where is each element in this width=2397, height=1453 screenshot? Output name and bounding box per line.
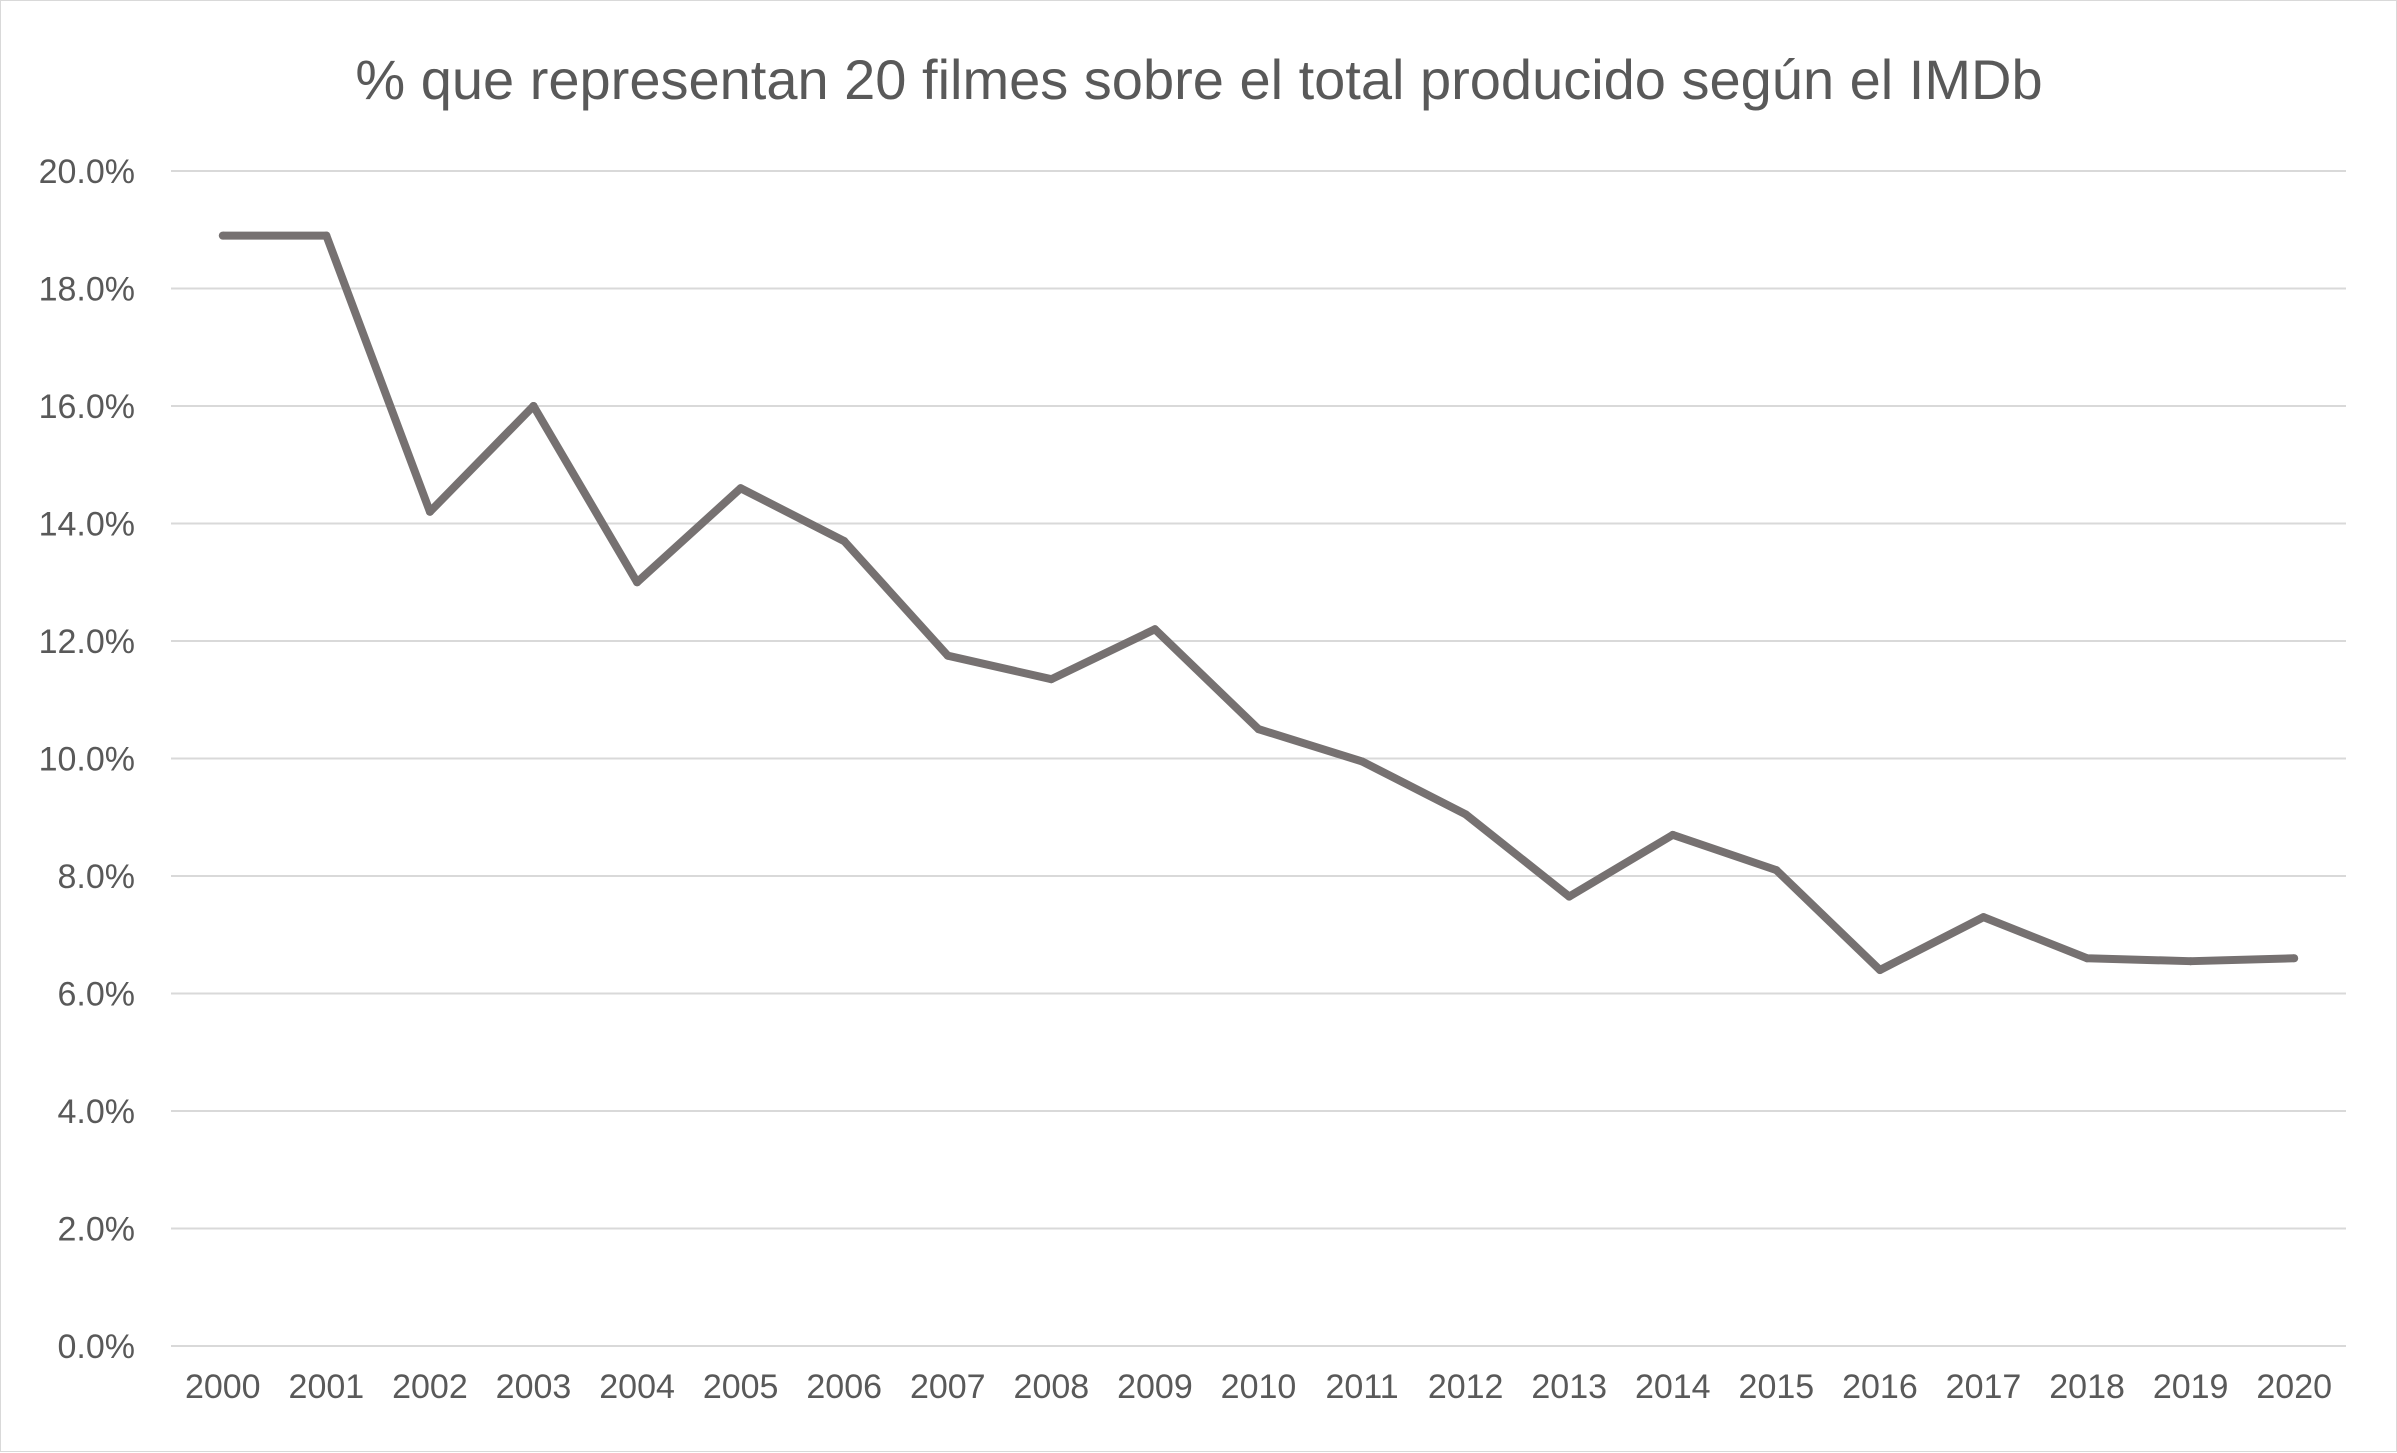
x-tick-label: 2006 bbox=[806, 1368, 882, 1406]
data-point bbox=[1979, 913, 1988, 922]
x-tick-label: 2012 bbox=[1428, 1368, 1504, 1406]
data-point bbox=[425, 507, 434, 516]
x-tick-label: 2000 bbox=[185, 1368, 261, 1406]
y-axis-tick-labels: 0.0% 2.0% 4.0% 6.0% 8.0% 10.0% 12.0% 14.0% 16.0%… bbox=[39, 153, 135, 1366]
x-tick-label: 2014 bbox=[1635, 1368, 1711, 1406]
y-tick-label: 14.0% bbox=[39, 506, 135, 544]
data-point bbox=[1772, 866, 1781, 875]
y-tick-label: 20.0% bbox=[39, 153, 135, 191]
x-axis-tick-labels: 2000 2001 2002 2003 2004 2005 2006 2007 2008 2009… bbox=[185, 1368, 2332, 1406]
data-point bbox=[2083, 954, 2092, 963]
x-tick-label: 2008 bbox=[1014, 1368, 1090, 1406]
series-line bbox=[222, 231, 2295, 974]
y-tick-label: 2.0% bbox=[58, 1211, 136, 1249]
x-tick-label: 2003 bbox=[496, 1368, 572, 1406]
x-tick-label: 2005 bbox=[703, 1368, 779, 1406]
data-point bbox=[1565, 892, 1574, 901]
x-tick-label: 2013 bbox=[1531, 1368, 1607, 1406]
gridlines bbox=[171, 170, 2346, 1347]
x-tick-label: 2002 bbox=[392, 1368, 468, 1406]
data-point bbox=[633, 578, 642, 587]
y-tick-label: 6.0% bbox=[58, 976, 136, 1014]
y-tick-label: 16.0% bbox=[39, 388, 135, 426]
x-tick-label: 2007 bbox=[910, 1368, 986, 1406]
data-point bbox=[1358, 757, 1367, 766]
data-point bbox=[1875, 966, 1884, 974]
x-tick-label: 2010 bbox=[1221, 1368, 1297, 1406]
data-point bbox=[1461, 810, 1470, 819]
y-tick-label: 8.0% bbox=[58, 858, 136, 896]
data-point bbox=[1668, 830, 1677, 839]
x-tick-label: 2020 bbox=[2256, 1368, 2332, 1406]
x-tick-label: 2019 bbox=[2153, 1368, 2229, 1406]
data-point bbox=[322, 231, 331, 240]
data-point bbox=[943, 651, 952, 660]
x-tick-label: 2004 bbox=[599, 1368, 675, 1406]
data-point bbox=[2186, 957, 2195, 966]
x-tick-label: 2018 bbox=[2049, 1368, 2125, 1406]
data-point bbox=[1047, 675, 1056, 684]
data-point bbox=[1254, 725, 1263, 734]
series-layer bbox=[218, 231, 2299, 974]
x-tick-label: 2011 bbox=[1326, 1368, 1399, 1406]
y-tick-label: 4.0% bbox=[58, 1093, 136, 1131]
x-tick-label: 2016 bbox=[1842, 1368, 1918, 1406]
y-tick-label: 0.0% bbox=[58, 1328, 136, 1366]
x-tick-label: 2001 bbox=[289, 1368, 365, 1406]
data-point bbox=[736, 484, 745, 493]
data-point bbox=[218, 231, 227, 240]
y-tick-label: 10.0% bbox=[39, 741, 135, 779]
chart-title: % que representan 20 filmes sobre el tot… bbox=[355, 48, 2042, 111]
data-point bbox=[2290, 954, 2299, 963]
x-tick-label: 2015 bbox=[1739, 1368, 1815, 1406]
data-point bbox=[529, 402, 538, 410]
data-point bbox=[840, 537, 849, 546]
x-tick-label: 2009 bbox=[1117, 1368, 1193, 1406]
y-tick-label: 12.0% bbox=[39, 623, 135, 661]
y-tick-label: 18.0% bbox=[39, 271, 135, 309]
data-point bbox=[1150, 625, 1159, 634]
x-tick-label: 2017 bbox=[1946, 1368, 2022, 1406]
